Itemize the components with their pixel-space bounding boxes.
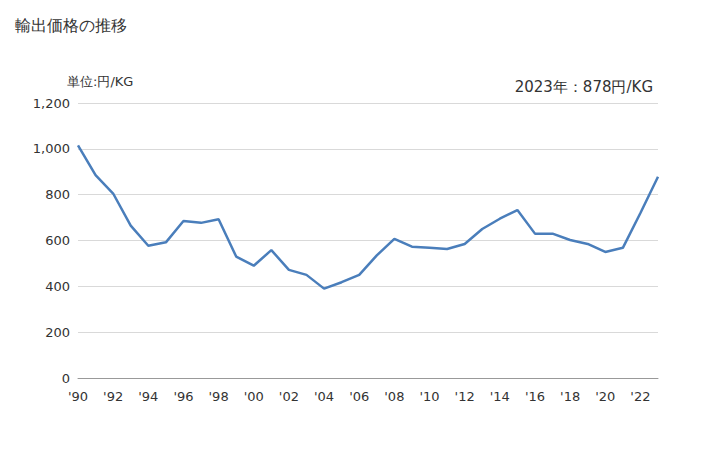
svg-text:'94: '94 (138, 389, 158, 404)
svg-text:'06: '06 (349, 389, 369, 404)
svg-text:'90: '90 (68, 389, 88, 404)
svg-text:'98: '98 (209, 389, 229, 404)
svg-text:800: 800 (45, 187, 70, 202)
svg-text:輸出価格の推移: 輸出価格の推移 (15, 16, 127, 35)
svg-text:0: 0 (62, 371, 70, 386)
svg-text:1,200: 1,200 (33, 96, 70, 111)
svg-text:'22: '22 (630, 389, 650, 404)
svg-text:単位:円/KG: 単位:円/KG (67, 74, 133, 89)
svg-text:'92: '92 (103, 389, 123, 404)
svg-text:'04: '04 (314, 389, 334, 404)
svg-text:'08: '08 (384, 389, 404, 404)
svg-text:1,000: 1,000 (33, 141, 70, 156)
svg-text:400: 400 (45, 279, 70, 294)
svg-text:'20: '20 (595, 389, 615, 404)
svg-text:200: 200 (45, 325, 70, 340)
svg-text:'14: '14 (490, 389, 510, 404)
svg-text:'18: '18 (560, 389, 580, 404)
svg-text:'96: '96 (173, 389, 193, 404)
svg-text:'16: '16 (525, 389, 545, 404)
svg-text:600: 600 (45, 233, 70, 248)
svg-text:'10: '10 (419, 389, 439, 404)
svg-text:'00: '00 (244, 389, 264, 404)
svg-text:'02: '02 (279, 389, 299, 404)
svg-text:2023年：878円/KG: 2023年：878円/KG (515, 78, 653, 96)
svg-text:'12: '12 (455, 389, 475, 404)
